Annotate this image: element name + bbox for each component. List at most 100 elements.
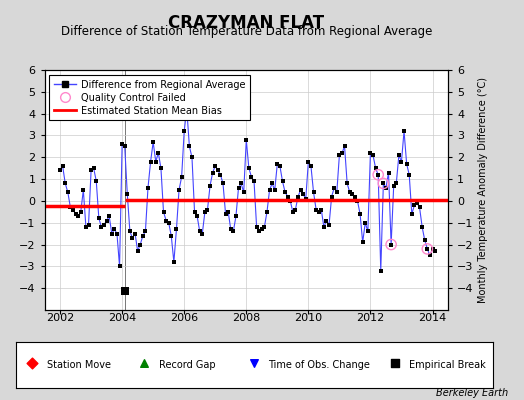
Point — [234, 185, 243, 191]
Point — [312, 206, 320, 213]
Point — [281, 189, 289, 195]
Point — [59, 163, 67, 169]
Point — [413, 200, 421, 206]
Point — [226, 226, 235, 232]
Text: 2006: 2006 — [170, 313, 198, 323]
Legend: Difference from Regional Average, Quality Control Failed, Estimated Station Mean: Difference from Regional Average, Qualit… — [49, 75, 250, 120]
Point — [299, 191, 308, 198]
Point — [265, 187, 274, 193]
Point — [239, 189, 248, 195]
Point — [258, 226, 266, 232]
Point — [314, 209, 323, 215]
Point — [328, 193, 336, 200]
Point — [105, 213, 113, 219]
Point — [63, 189, 72, 195]
Point — [335, 152, 344, 158]
Point — [302, 196, 310, 202]
Text: 2012: 2012 — [356, 313, 385, 323]
Point — [224, 209, 232, 215]
Point — [389, 182, 398, 189]
Point — [100, 222, 108, 228]
Point — [237, 180, 245, 187]
Point — [110, 226, 118, 232]
Point — [115, 263, 124, 270]
Point — [421, 237, 429, 243]
Point — [338, 150, 346, 156]
Point — [255, 228, 264, 235]
Point — [408, 211, 416, 217]
Point — [317, 206, 325, 213]
Point — [185, 143, 193, 150]
Point — [428, 246, 436, 252]
Text: Station Move: Station Move — [47, 360, 111, 370]
Point — [366, 150, 375, 156]
Point — [216, 172, 225, 178]
Point — [74, 213, 82, 219]
Point — [209, 169, 217, 176]
Point — [107, 230, 116, 237]
Point — [165, 220, 173, 226]
Point — [361, 220, 369, 226]
Point — [219, 180, 227, 187]
Point — [56, 167, 64, 174]
Point — [159, 209, 168, 215]
Point — [387, 241, 395, 248]
Point — [372, 165, 380, 171]
Point — [416, 204, 424, 211]
Point — [353, 198, 362, 204]
Point — [190, 209, 199, 215]
Point — [229, 228, 237, 235]
Point — [203, 206, 212, 213]
Point — [170, 259, 178, 265]
Point — [276, 163, 284, 169]
Text: 2008: 2008 — [232, 313, 260, 323]
Point — [250, 178, 258, 184]
Point — [157, 165, 165, 171]
Point — [423, 246, 431, 252]
Point — [128, 235, 137, 241]
Point — [431, 248, 439, 254]
Point — [270, 187, 279, 193]
Point — [307, 163, 315, 169]
Y-axis label: Monthly Temperature Anomaly Difference (°C): Monthly Temperature Anomaly Difference (… — [478, 77, 488, 303]
Point — [214, 167, 222, 174]
Point — [188, 154, 196, 160]
Text: 2010: 2010 — [294, 313, 322, 323]
Point — [345, 189, 354, 195]
Point — [369, 152, 377, 158]
Text: Time of Obs. Change: Time of Obs. Change — [268, 360, 370, 370]
Point — [136, 241, 145, 248]
Point — [180, 128, 189, 134]
Point — [87, 167, 95, 174]
Point — [358, 239, 367, 246]
Point — [172, 226, 181, 232]
Text: Berkeley Earth: Berkeley Earth — [436, 388, 508, 398]
Point — [330, 185, 339, 191]
Point — [141, 228, 149, 235]
Point — [92, 178, 101, 184]
Point — [297, 187, 305, 193]
Point — [410, 202, 419, 208]
Point — [77, 209, 85, 215]
Point — [379, 180, 388, 187]
Point — [374, 172, 383, 178]
Point — [118, 141, 126, 147]
Point — [178, 174, 186, 180]
Point — [374, 172, 383, 178]
Point — [283, 193, 292, 200]
Point — [84, 222, 93, 228]
Point — [182, 106, 191, 112]
Point — [198, 230, 206, 237]
Point — [382, 185, 390, 191]
Point — [384, 169, 392, 176]
Text: CRAZYMAN FLAT: CRAZYMAN FLAT — [168, 14, 324, 32]
Point — [97, 224, 106, 230]
Point — [289, 209, 297, 215]
Point — [131, 230, 139, 237]
Point — [253, 224, 261, 230]
Point — [250, 360, 258, 366]
Point — [113, 230, 121, 237]
Text: Difference of Station Temperature Data from Regional Average: Difference of Station Temperature Data f… — [61, 25, 432, 38]
Point — [149, 139, 157, 145]
Point — [379, 180, 388, 187]
